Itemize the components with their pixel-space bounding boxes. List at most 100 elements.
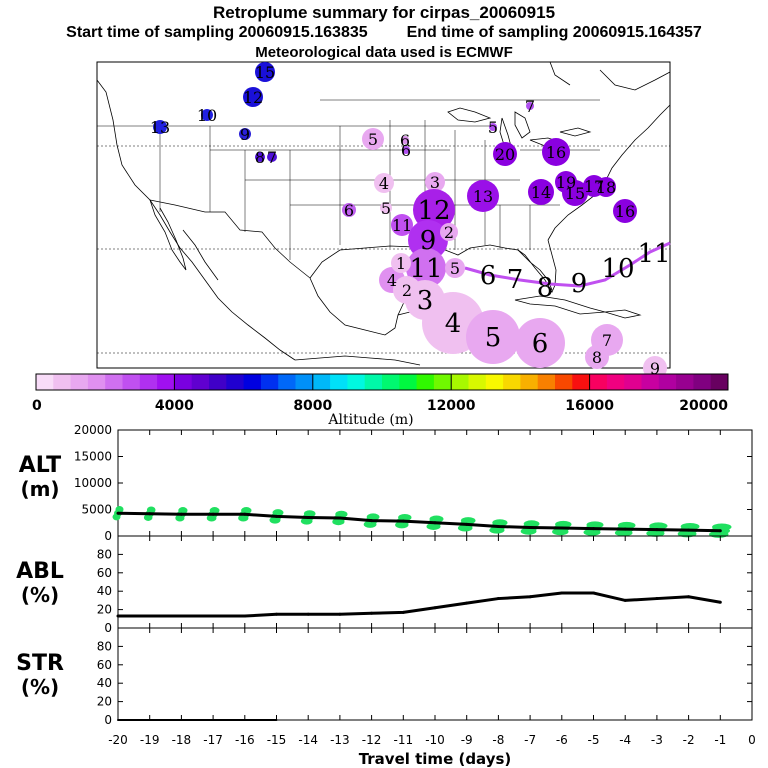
colorbar-cell xyxy=(87,374,106,390)
alt-median-point xyxy=(116,511,120,515)
particle-cluster xyxy=(429,515,444,523)
panel-label: ABL xyxy=(16,559,64,584)
plume-point xyxy=(467,180,499,212)
alt-median-point xyxy=(592,527,595,531)
str-point xyxy=(117,719,119,721)
track-label: 10 xyxy=(601,254,634,284)
colorbar-cell xyxy=(260,374,279,390)
x-tick-label: -7 xyxy=(524,733,536,747)
alt-median-point xyxy=(148,512,152,516)
str-point xyxy=(275,719,278,721)
plume-point xyxy=(153,120,167,134)
colorbar-cell xyxy=(105,374,123,390)
particle-cluster xyxy=(146,506,156,514)
plume-point-label: 6 xyxy=(401,141,411,160)
x-tick-label: 0 xyxy=(748,733,756,747)
plume-point-label: 4 xyxy=(387,271,397,290)
colorbar-cell xyxy=(174,374,193,390)
alt-median-point xyxy=(687,528,691,532)
str-panel: 0 20 40 60 80 STR(%) xyxy=(16,627,753,727)
plume-point-label: 9 xyxy=(420,226,437,256)
plume-point xyxy=(406,248,446,288)
x-tick-label: -12 xyxy=(362,733,382,747)
alt-median-point xyxy=(243,512,247,516)
alt-median-point xyxy=(718,529,722,533)
x-tick-label: -11 xyxy=(393,733,413,747)
plume-point xyxy=(425,172,445,192)
start-time-label: Start time of sampling 20060915.163835 xyxy=(66,24,368,41)
plume-point-label: 7 xyxy=(525,97,535,116)
particle-cluster xyxy=(272,509,284,517)
plume-point-label: 13 xyxy=(150,118,170,137)
abl-point xyxy=(465,601,469,605)
panel-frame xyxy=(117,627,753,721)
particle-cluster xyxy=(115,506,124,513)
plume-point-label: 1 xyxy=(396,254,406,273)
particle-cluster xyxy=(335,510,348,518)
abl-point xyxy=(496,597,500,601)
colorbar-cell xyxy=(468,374,487,390)
plume-point-label: 9 xyxy=(240,125,250,144)
colorbar-cell xyxy=(70,374,89,390)
particle-cluster xyxy=(366,513,380,521)
map-gridlines xyxy=(97,145,670,354)
particle-cluster xyxy=(303,510,316,518)
str-point xyxy=(148,719,151,721)
particle-cluster xyxy=(680,522,700,530)
y-tick-label: 80 xyxy=(97,547,112,561)
colorbar-cell xyxy=(347,374,366,390)
x-tick-label: -4 xyxy=(619,733,631,747)
x-tick-label: -10 xyxy=(425,733,445,747)
plume-point-label: 16 xyxy=(546,143,566,162)
plume-point-label: 19 xyxy=(556,173,576,192)
altitude-colorbar: 0 4000 8000 12000 16000 20000 Altitude (m) xyxy=(32,373,729,428)
colorbar-cell xyxy=(312,374,331,390)
plume-point xyxy=(562,180,588,206)
track-labels: 6 7 8 9 10 11 xyxy=(480,239,671,303)
str-point xyxy=(243,719,246,721)
colorbar-cell xyxy=(416,374,435,390)
y-tick-label: 10000 xyxy=(74,476,112,490)
colorbar-cell xyxy=(36,374,54,390)
colorbar-tick-label: 20000 xyxy=(679,398,728,414)
track-label: 11 xyxy=(637,239,670,269)
particle-cluster xyxy=(586,521,604,529)
str-point xyxy=(180,719,183,721)
str-point xyxy=(212,719,215,721)
abl-point xyxy=(623,598,627,602)
chart-title: Retroplume summary for cirpas_20060915 xyxy=(212,3,556,22)
abl-point xyxy=(592,591,595,595)
plume-point-label: 6 xyxy=(400,131,410,150)
abl-point xyxy=(306,612,310,616)
colorbar-cell xyxy=(330,374,348,390)
plume-point xyxy=(596,177,616,197)
colorbar-tick-label: 12000 xyxy=(427,398,476,414)
x-tick-label: -3 xyxy=(651,733,663,747)
plume-point-label: 6 xyxy=(532,329,549,359)
plume-track-line xyxy=(464,241,671,288)
plume-point-label: 8 xyxy=(592,348,602,367)
panel-label-units: (m) xyxy=(20,477,59,501)
alt-median-point xyxy=(433,521,437,525)
colorbar-cell xyxy=(399,374,418,390)
plume-point-label: 4 xyxy=(445,309,462,339)
x-axis-label: Travel time (days) xyxy=(359,750,512,768)
plume-point xyxy=(239,128,251,140)
colorbar-cell xyxy=(606,374,625,390)
particle-cluster xyxy=(555,520,572,528)
plume-point-label: 5 xyxy=(488,118,498,137)
alt-median-point xyxy=(560,526,564,530)
colorbar-cell xyxy=(209,374,227,390)
x-tick-label: -2 xyxy=(683,733,695,747)
sampling-times: Start time of sampling 20060915.163835 E… xyxy=(0,24,768,42)
abl-point xyxy=(275,612,278,616)
track-label: 7 xyxy=(507,265,524,295)
colorbar-tick-label: 0 xyxy=(32,398,42,414)
y-tick-label: 0 xyxy=(104,529,112,543)
particle-cluster xyxy=(241,507,252,515)
x-tick-label: -15 xyxy=(267,733,287,747)
alt-median-point xyxy=(306,515,310,519)
plume-point xyxy=(401,136,409,144)
colorbar-cell xyxy=(226,374,245,390)
